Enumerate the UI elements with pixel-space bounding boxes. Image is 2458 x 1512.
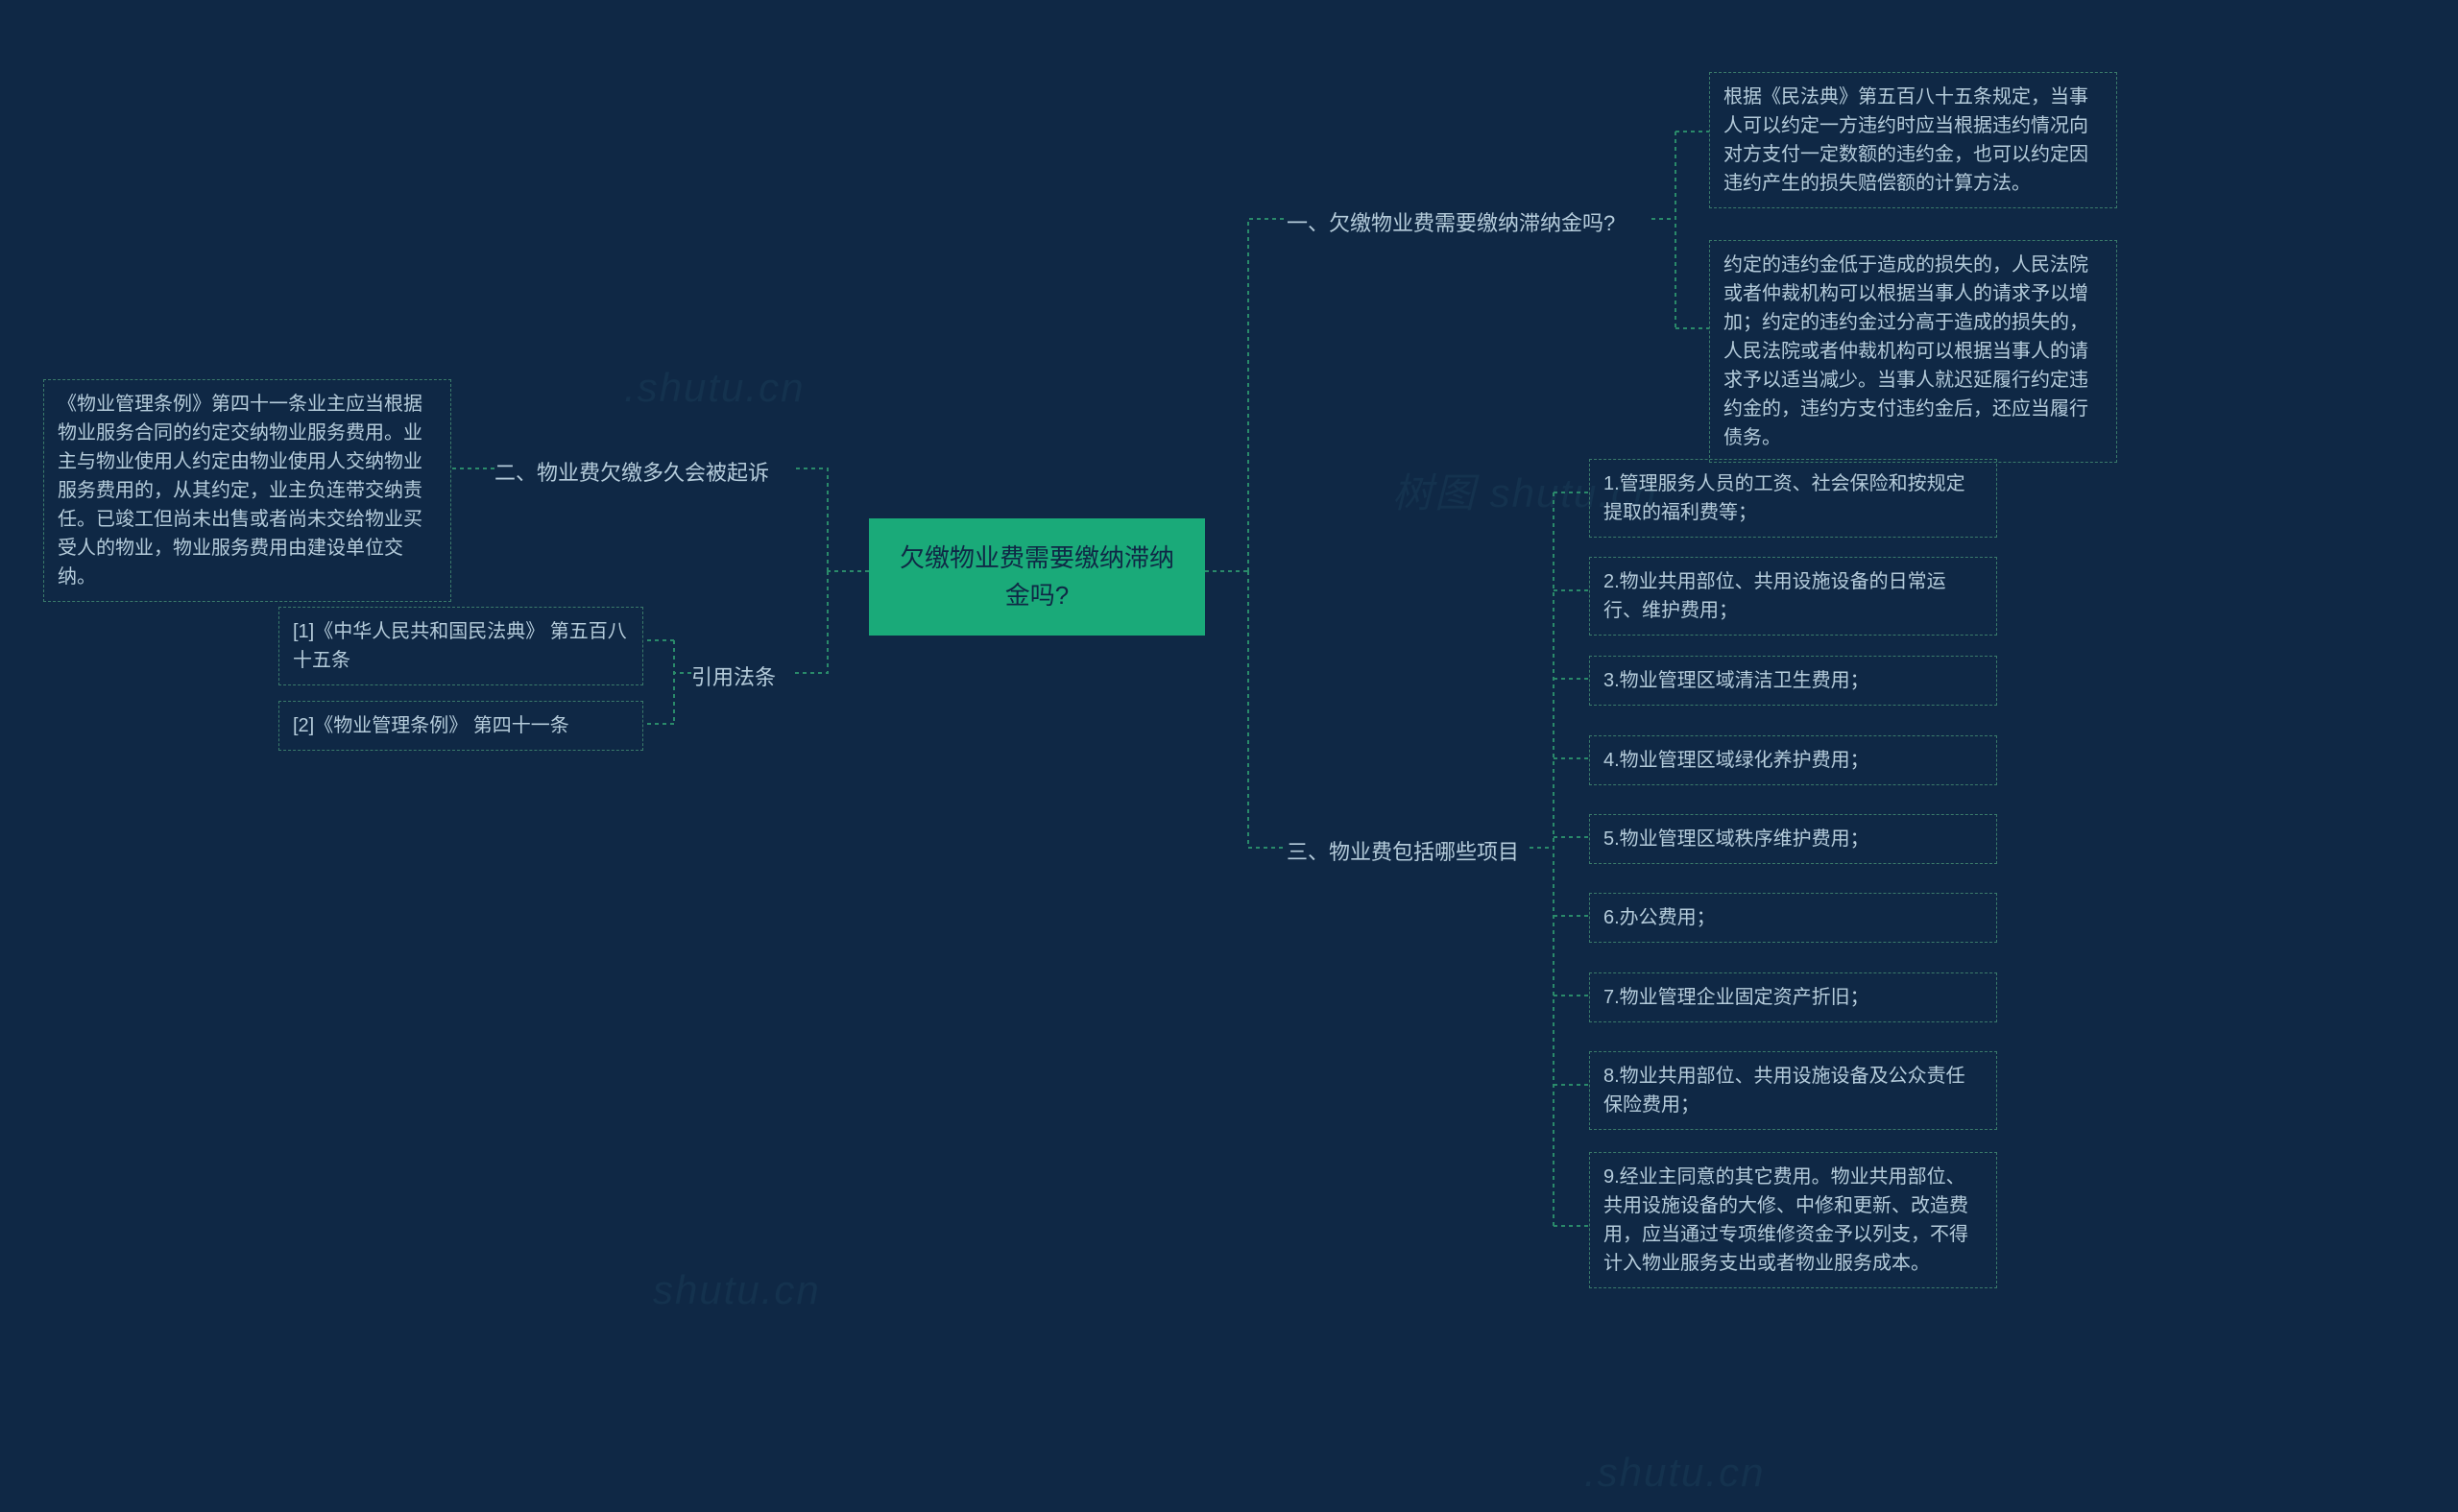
leaf-node[interactable]: 《物业管理条例》第四十一条业主应当根据物业服务合同的约定交纳物业服务费用。业主与…	[43, 379, 451, 602]
leaf-node[interactable]: [2]《物业管理条例》 第四十一条	[278, 701, 643, 751]
watermark: .shutu.cn	[624, 365, 805, 411]
leaf-node[interactable]: 7.物业管理企业固定资产折旧；	[1589, 972, 1997, 1022]
branch-left-2[interactable]: 二、物业费欠缴多久会被起诉	[494, 456, 769, 487]
leaf-node[interactable]: 根据《民法典》第五百八十五条规定，当事人可以约定一方违约时应当根据违约情况向对方…	[1709, 72, 2117, 208]
leaf-node[interactable]: 约定的违约金低于造成的损失的，人民法院或者仲裁机构可以根据当事人的请求予以增加；…	[1709, 240, 2117, 463]
leaf-node[interactable]: 3.物业管理区域清洁卫生费用；	[1589, 656, 1997, 706]
branch-right-3[interactable]: 三、物业费包括哪些项目	[1287, 835, 1519, 866]
watermark: shutu.cn	[653, 1267, 821, 1313]
leaf-node[interactable]: 1.管理服务人员的工资、社会保险和按规定提取的福利费等；	[1589, 459, 1997, 538]
branch-right-1[interactable]: 一、欠缴物业费需要缴纳滞纳金吗?	[1287, 206, 1615, 237]
root-node[interactable]: 欠缴物业费需要缴纳滞纳 金吗?	[869, 518, 1205, 636]
leaf-node[interactable]: 5.物业管理区域秩序维护费用；	[1589, 814, 1997, 864]
watermark: .shutu.cn	[1584, 1450, 1765, 1496]
leaf-node[interactable]: 4.物业管理区域绿化养护费用；	[1589, 735, 1997, 785]
leaf-node[interactable]: [1]《中华人民共和国民法典》 第五百八十五条	[278, 607, 643, 685]
mindmap-canvas: .shutu.cn 树图 shutu.cn shutu.cn .shutu.cn	[0, 0, 2458, 1512]
connectors	[0, 0, 2458, 1512]
leaf-node[interactable]: 9.经业主同意的其它费用。物业共用部位、共用设施设备的大修、中修和更新、改造费用…	[1589, 1152, 1997, 1288]
leaf-node[interactable]: 2.物业共用部位、共用设施设备的日常运行、维护费用；	[1589, 557, 1997, 636]
branch-left-4[interactable]: 引用法条	[691, 660, 776, 691]
leaf-node[interactable]: 8.物业共用部位、共用设施设备及公众责任保险费用；	[1589, 1051, 1997, 1130]
leaf-node[interactable]: 6.办公费用；	[1589, 893, 1997, 943]
root-text: 欠缴物业费需要缴纳滞纳 金吗?	[900, 543, 1174, 610]
